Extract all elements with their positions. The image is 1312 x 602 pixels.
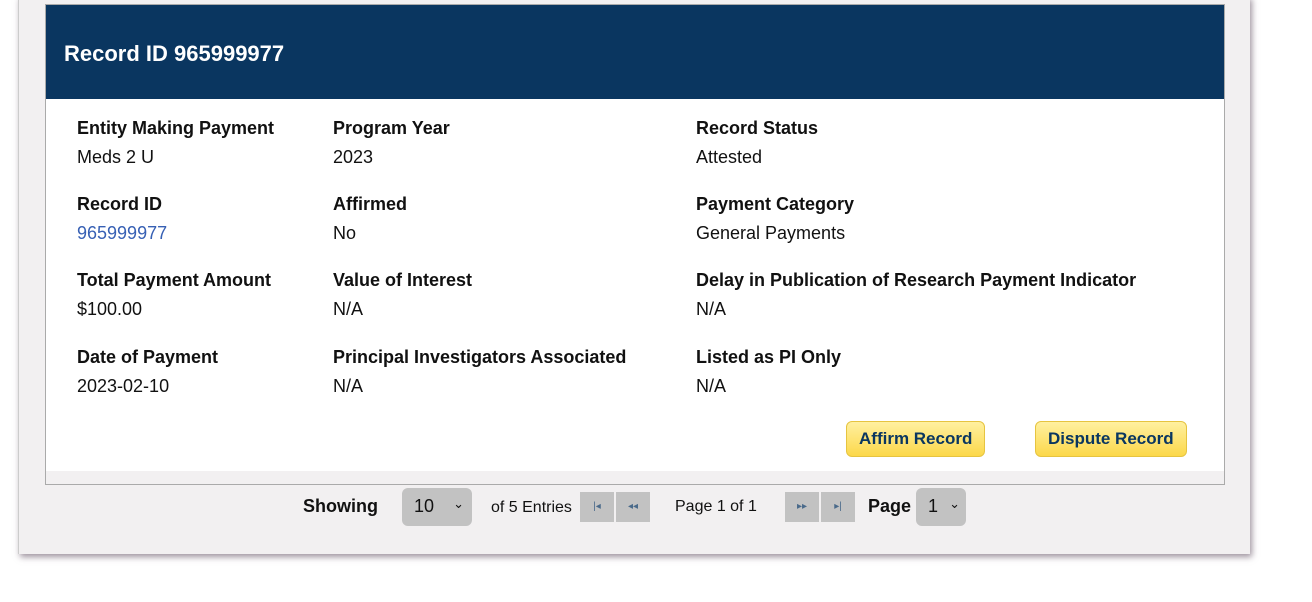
field-listed-as-pi-only: Listed as PI Only N/A <box>696 347 841 397</box>
field-label: Principal Investigators Associated <box>333 347 627 367</box>
field-label: Listed as PI Only <box>696 347 842 367</box>
entries-count: of 5 Entries <box>491 499 572 516</box>
field-value: No <box>333 223 357 243</box>
showing-label: Showing <box>303 496 378 516</box>
field-value: 2023 <box>333 147 374 167</box>
field-label: Date of Payment <box>77 347 219 367</box>
field-label: Affirmed <box>333 194 408 214</box>
page-select[interactable]: 1 ⌄ <box>916 488 966 526</box>
field-entity-making-payment: Entity Making Payment Meds 2 U <box>77 118 274 168</box>
field-value: Meds 2 U <box>77 147 155 167</box>
last-page-button[interactable]: ▸| <box>821 492 855 522</box>
record-details: Affirm Record Dispute Record Entity Maki… <box>46 99 1224 471</box>
field-value-of-interest: Value of Interest N/A <box>333 270 472 320</box>
field-label: Payment Category <box>696 194 855 214</box>
field-principal-investigators-associated: Principal Investigators Associated N/A <box>333 347 626 397</box>
field-value: Attested <box>696 147 763 167</box>
page-label: Page <box>868 496 912 516</box>
page-value: 1 <box>928 496 939 516</box>
dispute-record-button[interactable]: Dispute Record <box>1035 421 1187 457</box>
field-value: $100.00 <box>77 299 143 319</box>
record-card: Record ID 965999977 Affirm Record Disput… <box>45 4 1225 485</box>
field-value: N/A <box>696 299 727 319</box>
field-payment-category: Payment Category General Payments <box>696 194 854 244</box>
field-delay-in-publication-of-research-payment-indicator: Delay in Publication of Research Payment… <box>696 270 1136 320</box>
field-label: Total Payment Amount <box>77 270 272 290</box>
page-size-value: 10 <box>414 496 435 516</box>
record-id-link[interactable]: 965999977 <box>77 223 168 243</box>
record-title: Record ID 965999977 <box>46 5 1224 99</box>
affirm-record-button[interactable]: Affirm Record <box>846 421 986 457</box>
field-label: Program Year <box>333 118 450 138</box>
field-record-id: Record ID 965999977 <box>77 194 167 244</box>
field-program-year: Program Year 2023 <box>333 118 450 168</box>
page-size-select[interactable]: 10 ⌄ <box>402 488 472 526</box>
first-page-button[interactable]: |◂ <box>580 492 614 522</box>
chevron-down-icon: ⌄ <box>453 496 464 511</box>
field-value: N/A <box>696 376 727 396</box>
next-page-button[interactable]: ▸▸ <box>785 492 819 522</box>
field-label: Delay in Publication of Research Payment… <box>696 270 1137 290</box>
field-value: N/A <box>333 299 364 319</box>
chevron-down-icon: ⌄ <box>949 496 960 511</box>
page-info: Page 1 of 1 <box>675 498 757 515</box>
field-value: 2023-02-10 <box>77 376 170 396</box>
field-record-status: Record Status Attested <box>696 118 818 168</box>
prev-page-button[interactable]: ◂◂ <box>616 492 650 522</box>
field-label: Entity Making Payment <box>77 118 275 138</box>
field-value: General Payments <box>696 223 846 243</box>
field-label: Record ID <box>77 194 163 214</box>
field-affirmed: Affirmed No <box>333 194 407 244</box>
field-label: Record Status <box>696 118 819 138</box>
field-label: Value of Interest <box>333 270 473 290</box>
field-date-of-payment: Date of Payment 2023-02-10 <box>77 347 218 397</box>
field-total-payment-amount: Total Payment Amount $100.00 <box>77 270 271 320</box>
records-panel: Record ID 965999977 Affirm Record Disput… <box>18 0 1250 554</box>
field-value: N/A <box>333 376 364 396</box>
pagination: Showing 10 ⌄ of 5 Entries |◂ ◂◂ Page 1 of… <box>0 488 1312 528</box>
